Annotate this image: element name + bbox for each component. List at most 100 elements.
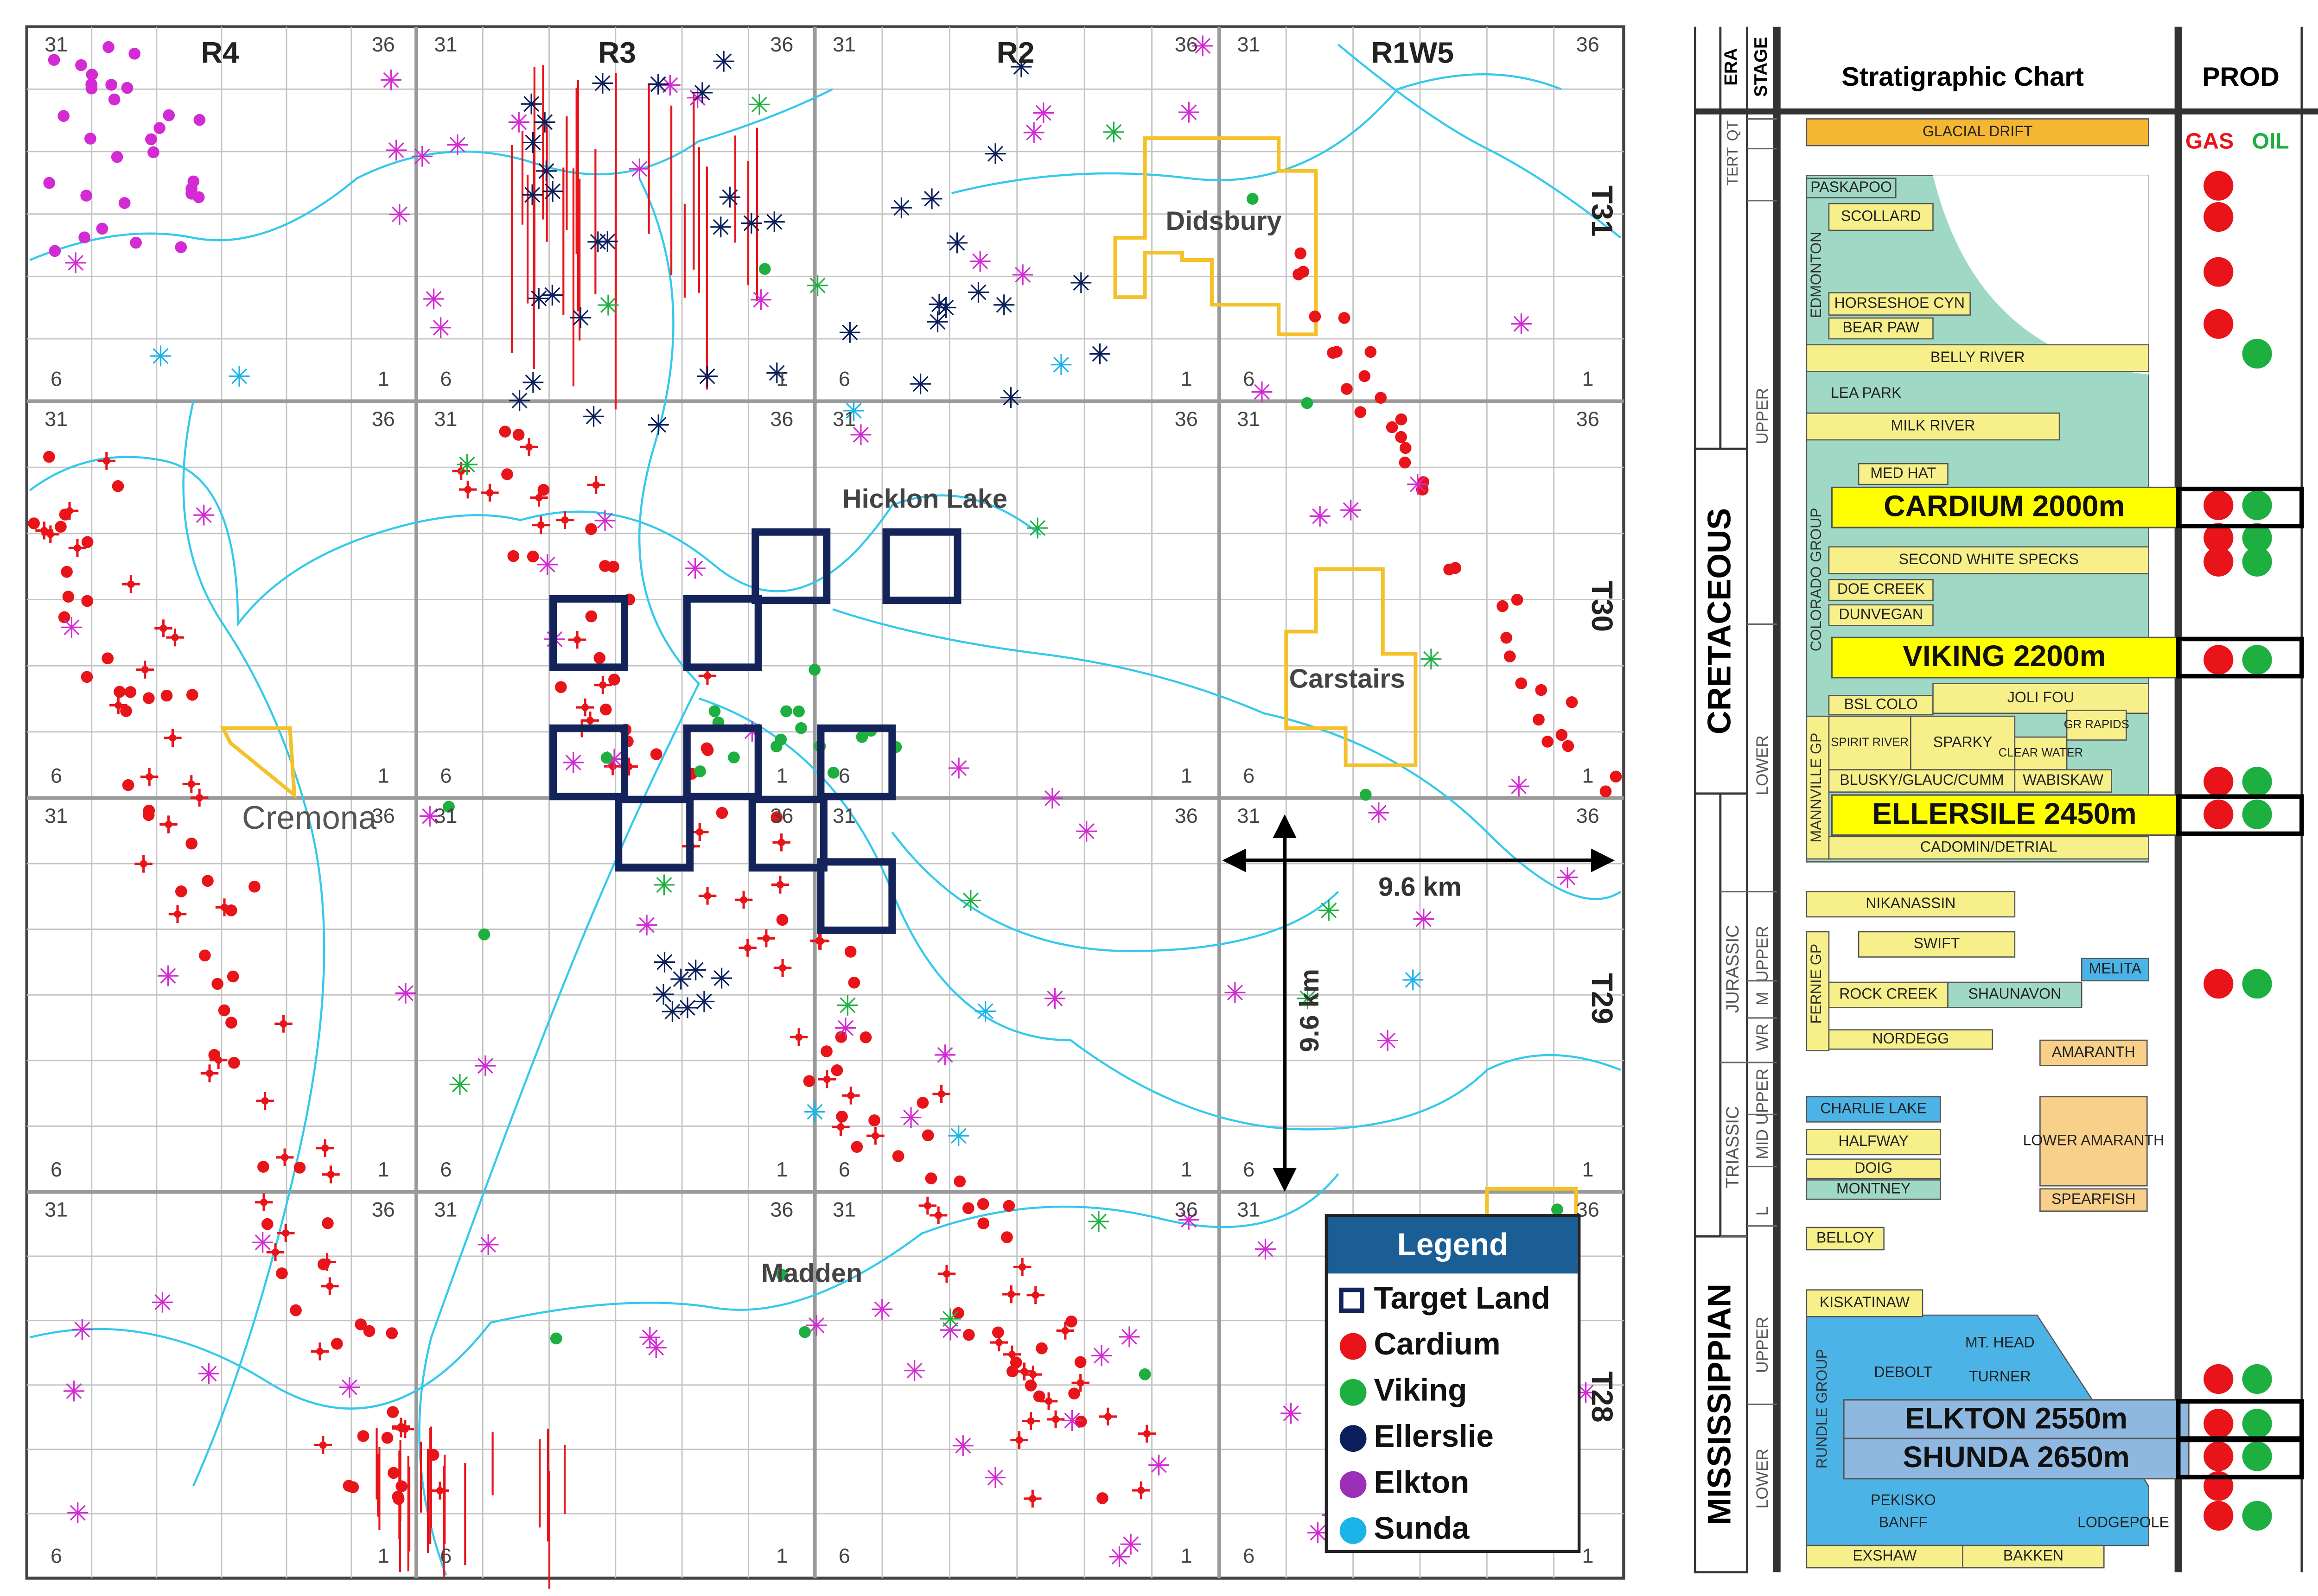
legend-label: Viking [1374, 1373, 1467, 1408]
section-number: 31 [1237, 1198, 1260, 1221]
well [772, 833, 790, 852]
well [290, 1304, 302, 1316]
well [478, 1234, 499, 1255]
formation-label: WABISKAW [2023, 771, 2104, 788]
well [318, 1258, 330, 1271]
well [922, 1129, 934, 1142]
well [528, 288, 549, 309]
well [535, 160, 557, 182]
well [111, 151, 123, 163]
well-ray [713, 219, 729, 235]
well [594, 510, 616, 531]
river [891, 831, 1339, 952]
formation [2039, 1096, 2148, 1187]
well [749, 94, 770, 115]
gas-dot [2203, 1364, 2234, 1394]
well [1510, 313, 1532, 335]
section-number: 6 [839, 763, 850, 787]
section-number: 36 [1175, 804, 1198, 827]
township-label: T29 [1586, 973, 1619, 1024]
well-core [102, 457, 110, 465]
well [1120, 1533, 1141, 1555]
well-ray [893, 200, 910, 216]
well [227, 970, 239, 983]
section-number: 1 [1181, 1544, 1192, 1568]
well [252, 1232, 274, 1253]
well [481, 483, 499, 502]
well [121, 82, 134, 94]
well-ray [1409, 476, 1426, 492]
well [1148, 1454, 1170, 1475]
well-core [436, 1487, 444, 1494]
well [1010, 1431, 1028, 1449]
section-number: 31 [833, 407, 856, 431]
well [576, 698, 594, 717]
well-ray [769, 365, 785, 381]
well [927, 311, 948, 332]
well [412, 146, 433, 167]
well [1001, 1231, 1013, 1243]
well [790, 1028, 808, 1046]
well-core [1007, 1291, 1015, 1298]
formation [1806, 118, 2149, 146]
formation [2066, 710, 2127, 741]
well-core [762, 935, 770, 942]
formation-label: LEA PARK [1831, 384, 1902, 401]
well [608, 674, 620, 686]
formation-label: BAKKEN [2003, 1547, 2063, 1564]
formation-label: MONTNEY [1836, 1180, 1910, 1197]
well [157, 965, 178, 986]
well [677, 997, 698, 1018]
well [449, 1074, 471, 1095]
well-ray [679, 999, 695, 1016]
well [1297, 988, 1318, 1009]
well [990, 1333, 1008, 1352]
well-ray [537, 114, 553, 130]
group-label: RUNDLE GROUP [1814, 1349, 1830, 1469]
well-ray [930, 314, 946, 330]
well [108, 93, 121, 106]
well [1119, 1326, 1140, 1348]
scale-label: 9.6 km [1378, 872, 1462, 902]
formation [1910, 715, 2016, 770]
oil-dot [2242, 547, 2272, 577]
well [114, 686, 126, 698]
gas-dot [2203, 309, 2234, 339]
well-core [599, 681, 607, 689]
well-ray [753, 292, 769, 308]
place-name: Carstairs [1289, 664, 1405, 694]
well-core [115, 701, 122, 709]
place-name: Hicklon Lake [842, 484, 1007, 514]
well-core [942, 1270, 951, 1278]
well [872, 1298, 893, 1320]
well [1224, 982, 1246, 1003]
well [842, 1087, 860, 1105]
well-ray [699, 368, 715, 384]
well [728, 751, 740, 763]
well-core [1137, 1487, 1145, 1494]
well-core [66, 507, 74, 515]
well-ray [68, 254, 84, 271]
formation-label: LODGEPOLE [2077, 1513, 2169, 1530]
well [1503, 650, 1516, 662]
well [1301, 397, 1313, 409]
well-ray [951, 760, 967, 776]
well-ray [987, 1469, 1004, 1486]
well [175, 885, 187, 897]
well [459, 480, 477, 499]
well [654, 874, 675, 896]
section-number: 31 [45, 1198, 68, 1221]
well [1192, 35, 1213, 57]
gas-dot [2203, 1409, 2234, 1439]
formation [1806, 891, 2016, 918]
well [1091, 1345, 1112, 1366]
well-core [1029, 1494, 1037, 1503]
prod-box [2176, 794, 2304, 836]
well [499, 426, 511, 438]
formation-label: CADOMIN/DETRIAL [1920, 838, 2057, 855]
well [563, 752, 584, 773]
well [550, 1332, 562, 1345]
section-number: 6 [1243, 367, 1255, 391]
formation-label: MT. HEAD [1965, 1334, 2035, 1350]
legend-title: Legend [1397, 1227, 1508, 1262]
